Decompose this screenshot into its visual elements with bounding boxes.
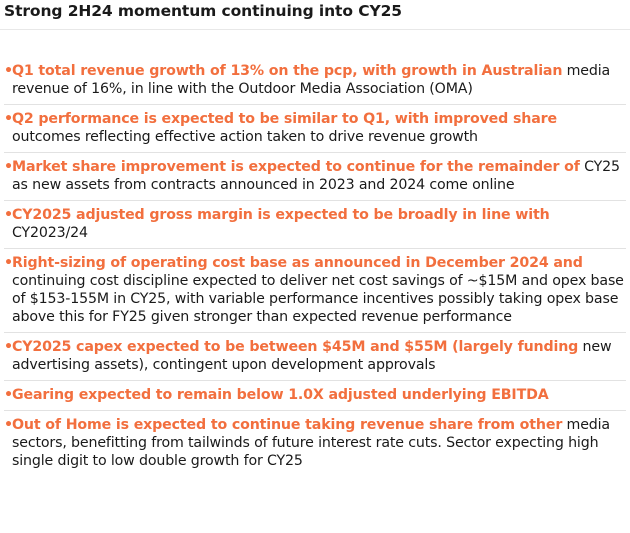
bullet-item-capex: • CY2025 capex expected to be between $4… [4, 338, 626, 381]
bullet-body: CY2023/24 [12, 225, 88, 241]
bullet-list: • Q1 total revenue growth of 13% on the … [4, 62, 626, 481]
bullet-item-cost-base: • Right-sizing of operating cost base as… [4, 254, 626, 333]
bullet-item-gearing: • Gearing expected to remain below 1.0X … [4, 386, 626, 411]
bullet-lead: Right-sizing of operating cost base as a… [12, 255, 583, 271]
bullet-lead: CY2025 capex expected to be between $45M… [12, 339, 579, 355]
bullet-body: media revenue of 16%, in line with the O… [12, 63, 611, 97]
title-divider [0, 29, 630, 30]
bullet-dot-icon: • [4, 387, 13, 403]
bullet-dot-icon: • [4, 111, 13, 127]
bullet-dot-icon: • [4, 159, 13, 175]
bullet-body: CY25 as new assets from contracts announ… [12, 159, 620, 193]
bullet-body: continuing cost discipline expected to d… [12, 273, 624, 325]
bullet-lead: Gearing expected to remain below 1.0X ad… [12, 387, 549, 403]
bullet-item-q2-performance: • Q2 performance is expected to be simil… [4, 110, 626, 153]
bullet-dot-icon: • [4, 255, 13, 271]
bullet-body: media sectors, benefitting from tailwind… [12, 417, 610, 469]
bullet-lead: CY2025 adjusted gross margin is expected… [12, 207, 550, 223]
bullet-dot-icon: • [4, 207, 13, 223]
bullet-item-market-share: • Market share improvement is expected t… [4, 158, 626, 201]
bullet-item-out-of-home: • Out of Home is expected to continue ta… [4, 416, 626, 476]
bullet-item-q1-revenue: • Q1 total revenue growth of 13% on the … [4, 62, 626, 105]
bullet-lead: Q2 performance is expected to be similar… [12, 111, 557, 127]
bullet-dot-icon: • [4, 339, 13, 355]
slide-title: Strong 2H24 momentum continuing into CY2… [4, 2, 402, 20]
bullet-dot-icon: • [4, 63, 13, 79]
bullet-body: outcomes reflecting effective action tak… [12, 129, 478, 145]
bullet-lead: Out of Home is expected to continue taki… [12, 417, 563, 433]
bullet-lead: Market share improvement is expected to … [12, 159, 580, 175]
bullet-item-gross-margin: • CY2025 adjusted gross margin is expect… [4, 206, 626, 249]
bullet-body: new advertising assets), contingent upon… [12, 339, 612, 373]
bullet-dot-icon: • [4, 417, 13, 433]
bullet-lead: Q1 total revenue growth of 13% on the pc… [12, 63, 563, 79]
